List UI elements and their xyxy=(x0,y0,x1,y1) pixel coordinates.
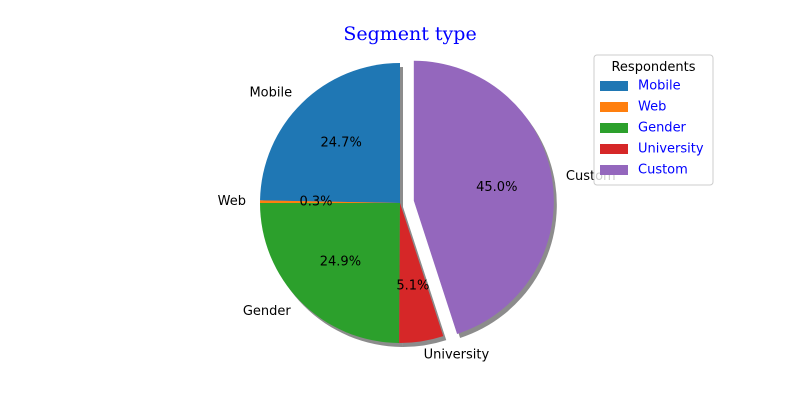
slice-university xyxy=(399,203,444,343)
legend-label-gender: Gender xyxy=(638,121,687,136)
pct-label-mobile: 24.7% xyxy=(321,136,362,151)
label-mobile: Mobile xyxy=(249,86,292,101)
legend-swatch-custom xyxy=(600,165,628,175)
legend-label-mobile: Mobile xyxy=(638,79,681,94)
slice-custom xyxy=(413,60,554,334)
slice-gender xyxy=(260,203,400,343)
slice-web xyxy=(260,200,400,203)
pct-label-university: 5.1% xyxy=(396,279,429,294)
pie-slices xyxy=(260,60,554,343)
slice-mobile xyxy=(260,63,400,203)
label-gender: Gender xyxy=(243,304,292,319)
chart-title: Segment type xyxy=(343,23,476,45)
legend-swatch-university xyxy=(600,144,628,154)
legend-swatch-web xyxy=(600,102,628,112)
pct-label-custom: 45.0% xyxy=(476,180,517,195)
pct-label-web: 0.3% xyxy=(299,195,332,210)
label-university: University xyxy=(424,348,490,363)
legend-swatch-gender xyxy=(600,123,628,133)
legend: Respondents Mobile Web Gender University Cus… xyxy=(593,54,714,186)
legend-label-university: University xyxy=(638,142,704,157)
legend-label-custom: Custom xyxy=(638,163,688,178)
legend-label-web: Web xyxy=(638,100,666,115)
pct-label-gender: 24.9% xyxy=(320,255,361,270)
label-web: Web xyxy=(218,194,246,209)
legend-items: Mobile Web Gender University Custom xyxy=(600,79,704,178)
legend-swatch-mobile xyxy=(600,81,628,91)
legend-title: Respondents xyxy=(611,60,695,75)
